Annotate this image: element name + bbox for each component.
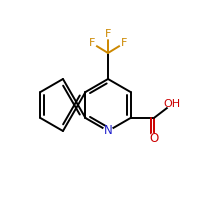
Circle shape [149,134,159,143]
Text: N: N [104,124,112,138]
Text: F: F [89,38,95,48]
Text: OH: OH [163,99,180,109]
Circle shape [87,39,96,48]
Circle shape [104,30,112,39]
Text: F: F [121,38,127,48]
Circle shape [120,39,129,48]
Text: F: F [105,29,111,39]
Text: O: O [149,132,159,145]
Circle shape [103,126,113,136]
Circle shape [167,100,176,109]
